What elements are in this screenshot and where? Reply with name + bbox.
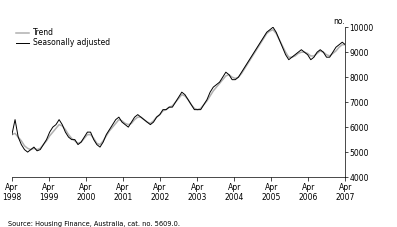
Trend (327, 54, 332, 57)
Trend (271, 28, 276, 31)
Seasonally adjusted (114, 118, 118, 121)
Seasonally adjusted (271, 26, 276, 29)
Trend (264, 32, 269, 35)
Trend (343, 43, 348, 46)
Seasonally adjusted (249, 56, 253, 59)
Line: Trend: Trend (12, 30, 345, 150)
Trend (283, 51, 288, 54)
Seasonally adjusted (283, 53, 288, 56)
Seasonally adjusted (343, 43, 348, 46)
Text: no.: no. (333, 17, 345, 26)
Seasonally adjusted (327, 56, 332, 59)
Line: Seasonally adjusted: Seasonally adjusted (12, 27, 345, 152)
Trend (114, 122, 118, 125)
Seasonally adjusted (312, 56, 316, 59)
Seasonally adjusted (25, 151, 30, 153)
Trend (249, 57, 253, 60)
Seasonally adjusted (10, 133, 14, 136)
Seasonally adjusted (264, 31, 269, 34)
Text: Source: Housing Finance, Australia, cat. no. 5609.0.: Source: Housing Finance, Australia, cat.… (8, 221, 180, 227)
Legend: Trend, Seasonally adjusted: Trend, Seasonally adjusted (16, 28, 110, 47)
Trend (312, 54, 316, 57)
Trend (29, 148, 33, 151)
Trend (10, 133, 14, 136)
